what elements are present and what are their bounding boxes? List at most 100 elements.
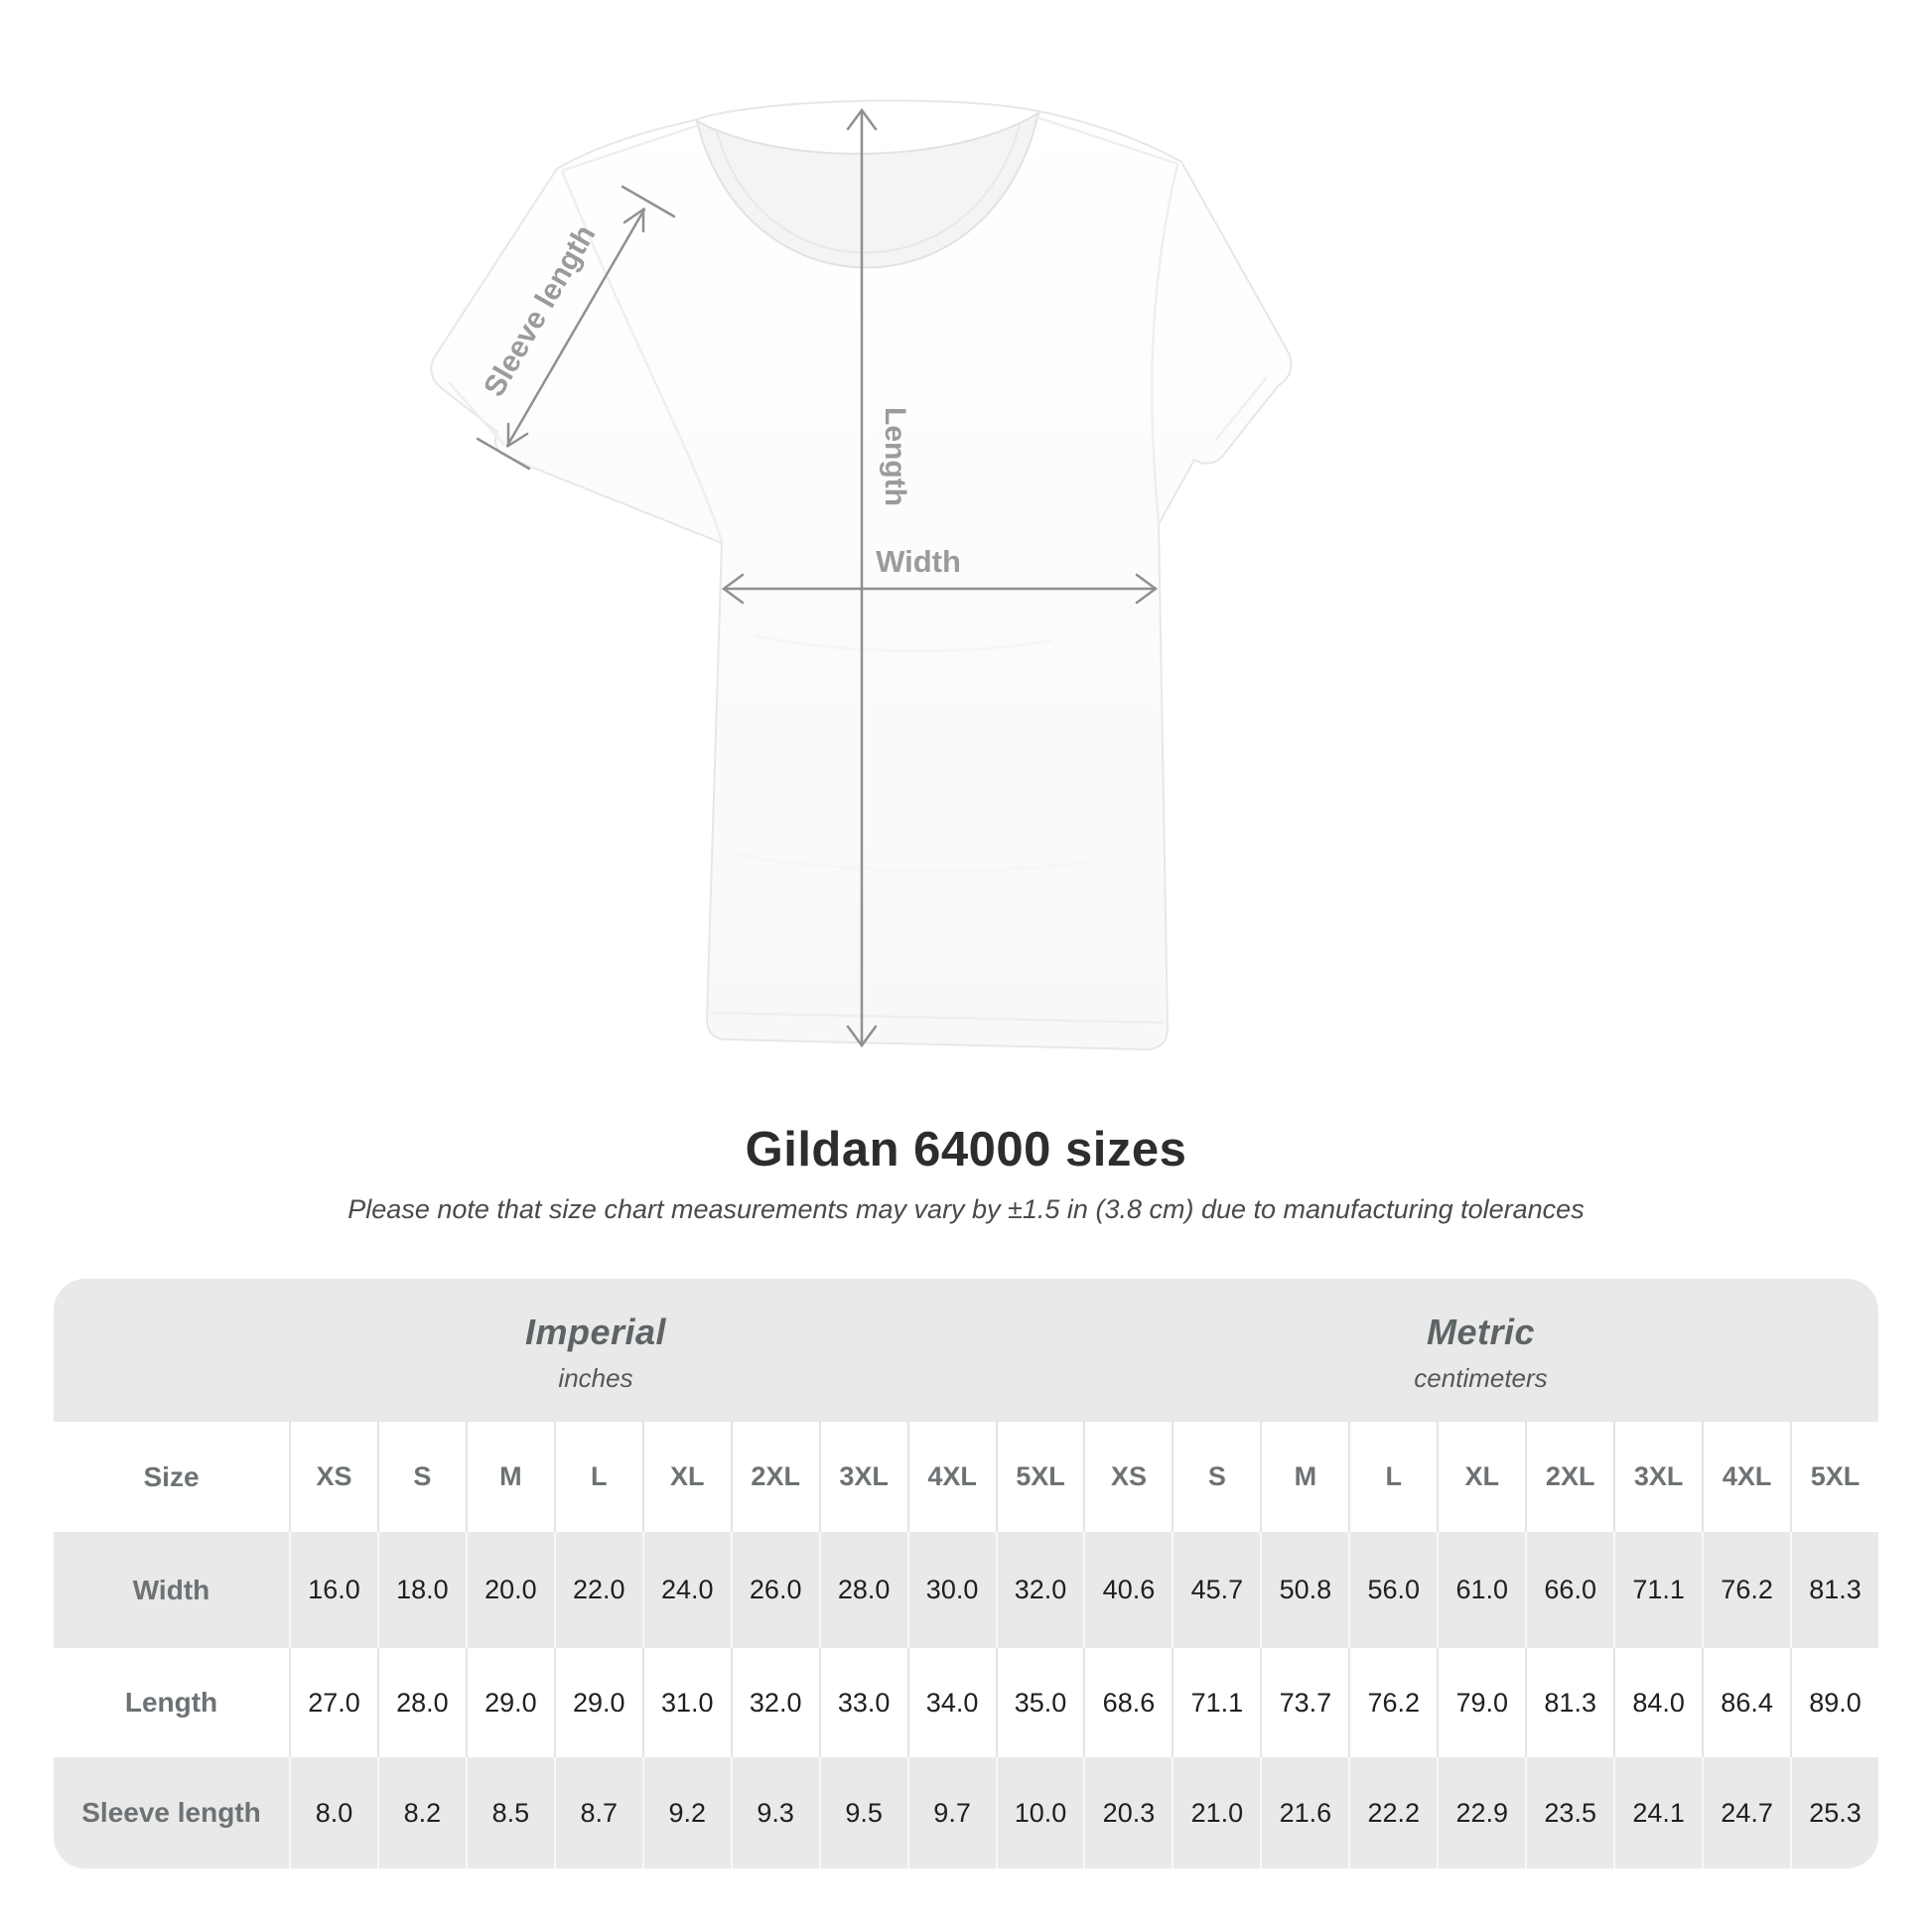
- row-label-width: Width: [132, 1574, 210, 1605]
- length-label: Length: [879, 407, 911, 506]
- sleeve-metric-4xl: 24.7: [1702, 1757, 1790, 1868]
- table-row-width: Width 16.0 18.0 20.0 22.0 24.0 26.0 28.0…: [54, 1532, 1878, 1648]
- unit-header-row: Imperial inches Metric centimeters: [54, 1279, 1878, 1422]
- width-metric-5xl: 81.3: [1790, 1532, 1878, 1648]
- length-imperial-xs: 27.0: [289, 1648, 377, 1757]
- sleeve-arrowhead-bottom: [506, 422, 529, 449]
- sleeve-metric-xl: 22.9: [1437, 1757, 1525, 1868]
- sleeve-metric-xs: 20.3: [1083, 1757, 1172, 1868]
- size-header-imperial-l: L: [553, 1422, 642, 1532]
- length-arrowhead-bottom: [846, 1025, 878, 1048]
- size-header-metric-l: L: [1348, 1422, 1437, 1532]
- sleeve-metric-m: 21.6: [1260, 1757, 1348, 1868]
- width-imperial-xs: 16.0: [289, 1532, 377, 1648]
- sleeve-imperial-3xl: 9.5: [818, 1757, 907, 1868]
- sleeve-arrowhead-top: [622, 207, 645, 233]
- length-metric-xs: 68.6: [1083, 1648, 1172, 1757]
- imperial-header: Imperial inches: [54, 1279, 1083, 1422]
- page-title: Gildan 64000 sizes: [745, 1123, 1187, 1176]
- length-imperial-4xl: 34.0: [906, 1648, 996, 1757]
- width-metric-xs: 40.6: [1083, 1532, 1172, 1648]
- sleeve-imperial-l: 8.7: [553, 1757, 642, 1868]
- width-metric-2xl: 66.0: [1525, 1532, 1613, 1648]
- sleeve-imperial-5xl: 10.0: [995, 1757, 1084, 1868]
- table-row-sleeve-length: Sleeve length 8.0 8.2 8.5 8.7 9.2 9.3 9.…: [54, 1757, 1878, 1868]
- width-imperial-l: 22.0: [553, 1532, 642, 1648]
- sleeve-imperial-xs: 8.0: [289, 1757, 377, 1868]
- size-header-imperial-s: S: [376, 1422, 466, 1532]
- width-arrowhead-right: [1135, 573, 1159, 605]
- sleeve-metric-5xl: 25.3: [1790, 1757, 1878, 1868]
- length-imperial-3xl: 33.0: [818, 1648, 907, 1757]
- size-header-imperial-xs: XS: [289, 1422, 377, 1532]
- sleeve-metric-2xl: 23.5: [1525, 1757, 1613, 1868]
- length-metric-xl: 79.0: [1437, 1648, 1525, 1757]
- length-imperial-l: 29.0: [553, 1648, 642, 1757]
- length-metric-5xl: 89.0: [1790, 1648, 1878, 1757]
- size-header-metric-2xl: 2XL: [1525, 1422, 1613, 1532]
- metric-header: Metric centimeters: [1083, 1279, 1878, 1422]
- width-metric-3xl: 71.1: [1613, 1532, 1702, 1648]
- width-metric-l: 56.0: [1348, 1532, 1437, 1648]
- length-metric-l: 76.2: [1348, 1648, 1437, 1757]
- imperial-unit: inches: [558, 1362, 633, 1393]
- length-imperial-5xl: 35.0: [995, 1648, 1084, 1757]
- sleeve-end-tick-top: [621, 185, 676, 218]
- tshirt-wrinkles: [734, 633, 1093, 873]
- width-metric-m: 50.8: [1260, 1532, 1348, 1648]
- size-header-imperial-3xl: 3XL: [818, 1422, 907, 1532]
- length-imperial-2xl: 32.0: [730, 1648, 819, 1757]
- size-table: Imperial inches Metric centimeters Size …: [54, 1279, 1878, 1868]
- row-label-length: Length: [124, 1687, 218, 1718]
- tshirt-diagram: Sleeve length Length Width: [430, 99, 1293, 1051]
- size-header-imperial-2xl: 2XL: [730, 1422, 819, 1532]
- sleeve-metric-s: 21.0: [1172, 1757, 1260, 1868]
- size-header-metric-s: S: [1172, 1422, 1260, 1532]
- width-imperial-2xl: 26.0: [730, 1532, 819, 1648]
- size-header-metric-5xl: 5XL: [1790, 1422, 1878, 1532]
- size-header-metric-3xl: 3XL: [1613, 1422, 1702, 1532]
- collar-rib-line: [716, 120, 1022, 254]
- sleeve-metric-l: 22.2: [1348, 1757, 1437, 1868]
- sleeve-imperial-s: 8.2: [376, 1757, 466, 1868]
- sleeve-imperial-xl: 9.2: [641, 1757, 731, 1868]
- width-metric-xl: 61.0: [1437, 1532, 1525, 1648]
- length-metric-m: 73.7: [1260, 1648, 1348, 1757]
- sleeve-imperial-4xl: 9.7: [906, 1757, 996, 1868]
- tshirt-seams: [448, 115, 1268, 1025]
- sleeve-imperial-m: 8.5: [465, 1757, 554, 1868]
- sleeve-metric-3xl: 24.1: [1613, 1757, 1702, 1868]
- width-imperial-4xl: 30.0: [906, 1532, 996, 1648]
- size-header-metric-xs: XS: [1083, 1422, 1172, 1532]
- width-metric-s: 45.7: [1172, 1532, 1260, 1648]
- width-metric-4xl: 76.2: [1702, 1532, 1790, 1648]
- tshirt-collar: [695, 110, 1040, 269]
- sleeve-arrow: [505, 207, 646, 448]
- width-imperial-m: 20.0: [465, 1532, 554, 1648]
- size-col-header: Size: [143, 1460, 200, 1492]
- tolerance-note: Please note that size chart measurements…: [347, 1194, 1585, 1224]
- sleeve-imperial-2xl: 9.3: [730, 1757, 819, 1868]
- length-metric-s: 71.1: [1172, 1648, 1260, 1757]
- size-header-metric-4xl: 4XL: [1702, 1422, 1790, 1532]
- size-header-imperial-4xl: 4XL: [906, 1422, 996, 1532]
- size-header-imperial-xl: XL: [641, 1422, 731, 1532]
- size-header-row: Size XS S M L XL 2XL 3XL 4XL 5XL XS S M …: [54, 1422, 1878, 1532]
- length-imperial-s: 28.0: [376, 1648, 466, 1757]
- width-imperial-xl: 24.0: [641, 1532, 731, 1648]
- row-label-sleeve-length: Sleeve length: [81, 1797, 261, 1828]
- width-imperial-3xl: 28.0: [818, 1532, 907, 1648]
- width-arrowhead-left: [721, 573, 745, 605]
- size-header-imperial-m: M: [465, 1422, 554, 1532]
- size-header-metric-m: M: [1260, 1422, 1348, 1532]
- length-imperial-xl: 31.0: [641, 1648, 731, 1757]
- length-metric-4xl: 86.4: [1702, 1648, 1790, 1757]
- width-imperial-5xl: 32.0: [995, 1532, 1084, 1648]
- size-header-imperial-5xl: 5XL: [995, 1422, 1084, 1532]
- length-metric-3xl: 84.0: [1613, 1648, 1702, 1757]
- sleeve-end-tick-bottom: [476, 437, 531, 471]
- length-imperial-m: 29.0: [465, 1648, 554, 1757]
- length-arrowhead-top: [846, 107, 878, 131]
- width-label: Width: [876, 544, 961, 579]
